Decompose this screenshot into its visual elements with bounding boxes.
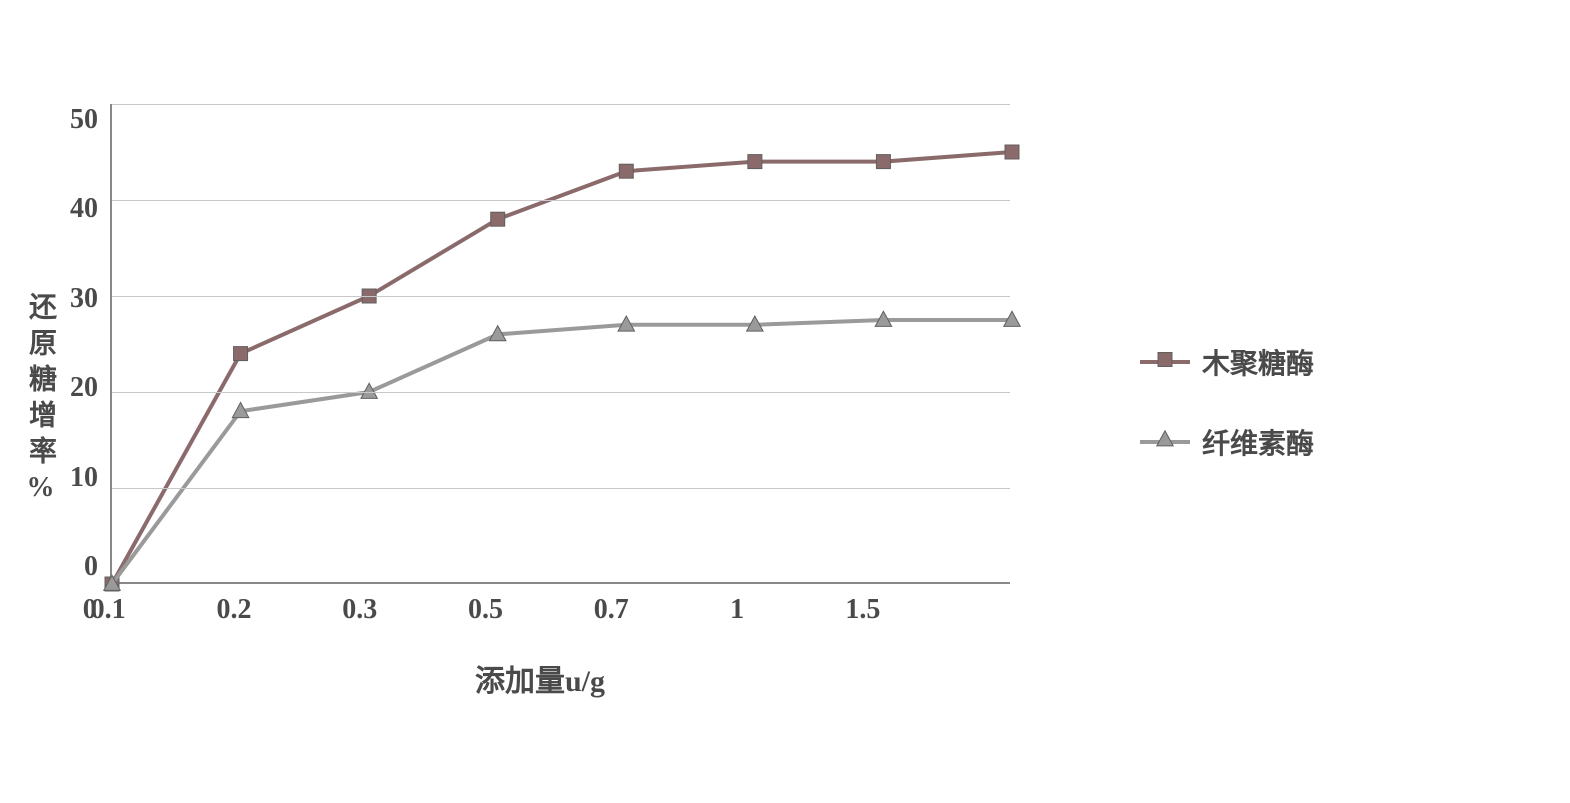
series-marker — [234, 346, 248, 360]
series-line — [112, 152, 1012, 584]
x-tick: 1.5 — [800, 594, 926, 626]
plot-area — [110, 104, 1010, 584]
x-tick: 0.5 — [423, 594, 549, 626]
legend-swatch — [1140, 440, 1190, 444]
legend-label: 木聚糖酶 — [1202, 342, 1314, 382]
y-ticks: 50 40 30 20 10 0 — [70, 104, 110, 584]
legend-swatch — [1140, 360, 1190, 364]
y-tick: 20 — [70, 372, 98, 404]
x-tick: 0.3 — [297, 594, 423, 626]
x-tick: 0.7 — [548, 594, 674, 626]
series-marker — [1005, 145, 1019, 159]
x-tick: 1 — [674, 594, 800, 626]
chart-container: 还原糖增率% 50403020100 00.10.20.30.50.711.5 … — [20, 20, 1570, 783]
grid-line — [112, 296, 1010, 297]
series-marker — [748, 154, 762, 168]
grid-line — [112, 488, 1010, 489]
y-tick: 40 — [70, 193, 98, 225]
y-tick: 50 — [70, 104, 98, 136]
grid-line — [112, 104, 1010, 105]
y-tick: 10 — [70, 462, 98, 494]
series-marker — [876, 154, 890, 168]
legend: 木聚糖酶纤维素酶 — [1140, 342, 1314, 462]
legend-item: 纤维素酶 — [1140, 422, 1314, 462]
chart-svg — [112, 104, 1010, 582]
x-tick: 0.1 — [45, 594, 171, 626]
plot-with-yticks: 50 40 30 20 10 0 — [70, 104, 1010, 584]
series-marker — [619, 164, 633, 178]
x-ticks: 00.10.20.30.50.711.5 — [90, 584, 990, 626]
x-tick: 0.2 — [171, 594, 297, 626]
y-tick: 30 — [70, 283, 98, 315]
plot-wrapper: 50403020100 00.10.20.30.50.711.5 添加量u/g — [70, 104, 1010, 700]
y-tick: 0 — [84, 551, 98, 583]
chart-main: 还原糖增率% 50403020100 00.10.20.30.50.711.5 … — [20, 104, 1090, 700]
x-axis-label: 添加量u/g — [475, 656, 605, 700]
y-axis-label: 还原糖增率% — [20, 292, 60, 511]
grid-line — [112, 200, 1010, 201]
series-marker — [491, 212, 505, 226]
legend-label: 纤维素酶 — [1202, 422, 1314, 462]
grid-line — [112, 392, 1010, 393]
legend-item: 木聚糖酶 — [1140, 342, 1314, 382]
